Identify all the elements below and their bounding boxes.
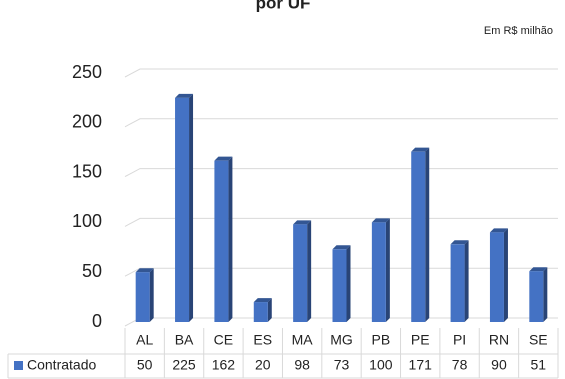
table-value: 50 <box>137 357 153 373</box>
legend-label: Contratado <box>27 357 96 373</box>
bar-side <box>189 93 194 323</box>
table-value: 162 <box>212 357 236 373</box>
x-tick-label: BA <box>175 332 194 348</box>
bar <box>253 302 268 322</box>
x-tick-label: PE <box>411 332 430 348</box>
bar <box>371 222 386 322</box>
bar-side <box>149 268 154 322</box>
table-value: 171 <box>409 357 433 373</box>
bar-top <box>450 240 469 245</box>
table-value: 90 <box>491 357 507 373</box>
bar-top <box>253 298 272 303</box>
bar-side <box>503 228 508 322</box>
y-tick-label: 150 <box>72 161 102 181</box>
bar <box>135 272 150 322</box>
table-value: 73 <box>334 357 350 373</box>
bar <box>450 244 465 322</box>
bar-top <box>529 267 548 272</box>
table-value: 20 <box>255 357 271 373</box>
bar-top <box>214 156 233 161</box>
bar <box>293 224 308 322</box>
y-tick-label: 200 <box>72 112 102 132</box>
bar-top <box>411 147 430 152</box>
x-tick-label: PB <box>372 332 391 348</box>
x-tick-label: MA <box>292 332 314 348</box>
y-tick-label: 50 <box>82 261 102 281</box>
bar-top <box>135 268 154 273</box>
bar <box>214 160 229 322</box>
y-tick-label: 100 <box>72 211 102 231</box>
x-tick-label: ES <box>253 332 272 348</box>
x-tick-label: RN <box>489 332 509 348</box>
bar-top <box>332 245 351 250</box>
grid-line <box>124 68 558 78</box>
x-tick-label: MG <box>330 332 353 348</box>
bar <box>332 249 347 322</box>
table-value: 78 <box>452 357 468 373</box>
bar-side <box>307 220 312 322</box>
bar-side <box>464 240 469 322</box>
y-tick-label: 0 <box>92 311 102 331</box>
x-tick-label: PI <box>453 332 466 348</box>
bar-side <box>228 156 233 322</box>
grid-line <box>124 118 558 128</box>
bar-side <box>385 218 390 322</box>
bar-top <box>371 218 390 223</box>
bar <box>411 151 426 322</box>
legend-swatch <box>14 361 23 370</box>
table-value: 98 <box>294 357 310 373</box>
x-tick-label: CE <box>214 332 233 348</box>
bar-top <box>293 220 312 225</box>
bar-side <box>543 267 548 322</box>
table-value: 225 <box>172 357 196 373</box>
bar-side <box>425 147 430 322</box>
bar-side <box>267 298 272 322</box>
bar <box>175 97 190 323</box>
bar <box>489 232 504 322</box>
bar-side <box>346 245 351 322</box>
table-value: 100 <box>369 357 393 373</box>
y-tick-label: 250 <box>72 62 102 82</box>
table-value: 51 <box>531 357 547 373</box>
bar-top <box>489 228 508 233</box>
chart-title: por UF <box>256 0 311 12</box>
chart-subtitle: Em R$ milhão <box>484 25 553 37</box>
bar-top <box>175 93 194 98</box>
x-tick-label: SE <box>529 332 548 348</box>
x-tick-label: AL <box>136 332 153 348</box>
bar <box>529 271 544 322</box>
